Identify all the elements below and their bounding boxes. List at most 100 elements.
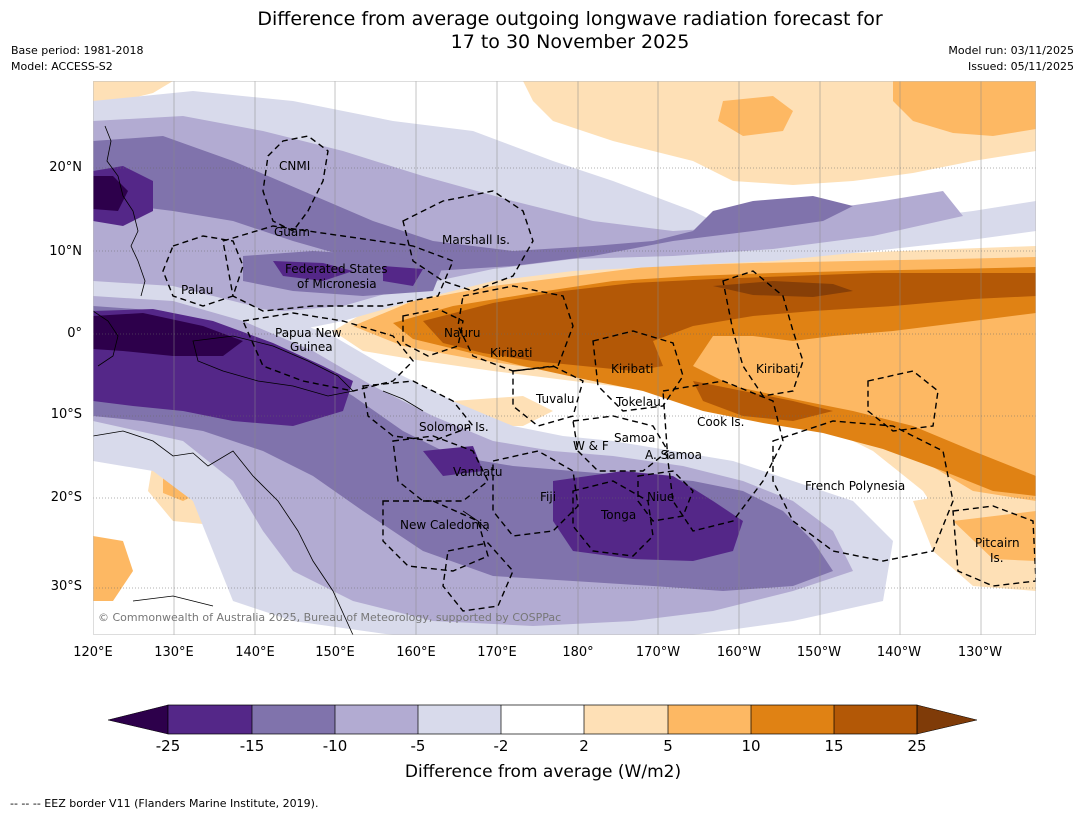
label-palau: Palau	[181, 283, 213, 297]
colorbar-bin-neg5-neg2	[418, 705, 501, 734]
field-kiribati-brown-tail	[693, 381, 833, 421]
field-ne-orange	[893, 81, 1036, 136]
field-png-darkest	[93, 313, 243, 356]
lon-tick-130w: 130°W	[957, 645, 1003, 660]
eez-pitcairn	[952, 505, 1036, 587]
lat-tick-0: 0°	[67, 326, 82, 341]
eez-kiribati-line	[722, 270, 804, 397]
lat-tick-10s: 10°S	[50, 407, 82, 422]
label-samoa: Samoa	[614, 431, 655, 445]
colorbar-bin-neg25-neg15	[168, 705, 252, 734]
eez-legend-note: -- -- -- EEZ border V11 (Flanders Marine…	[10, 797, 319, 810]
field-micronesia-dark	[273, 261, 353, 281]
model-run-date: Model run: 03/11/2025	[948, 44, 1074, 57]
coast-borneo	[93, 310, 119, 367]
eez-kermadec	[442, 542, 514, 612]
eez-fiji	[492, 450, 579, 537]
eez-cook	[662, 380, 784, 532]
olr-anomaly-map: © Commonwealth of Australia 2025, Bureau…	[93, 81, 1036, 635]
coast-philippines	[104, 125, 146, 297]
label-vanuatu: Vanuatu	[453, 465, 503, 479]
coast-australia	[93, 430, 354, 635]
label-wallis-futuna: W & F	[573, 439, 609, 453]
label-new-caledonia: New Caledonia	[400, 518, 490, 532]
eez-png	[241, 312, 414, 392]
colorbar-bin-pos2-pos5	[584, 705, 668, 734]
eez-nauru	[402, 308, 464, 357]
eez-new-caledonia	[382, 500, 489, 572]
label-fsm-line2: of Micronesia	[297, 277, 377, 291]
label-solomon-islands: Solomon Is.	[419, 420, 489, 434]
issued-date: Issued: 05/11/2025	[967, 60, 1074, 73]
lon-tick-160w: 160°W	[716, 645, 762, 660]
label-pitcairn-line1: Pitcairn	[975, 536, 1020, 550]
colorbar-tick-pos10: 10	[741, 737, 761, 755]
coast-solomons	[382, 390, 424, 412]
lon-tick-150e: 150°E	[315, 645, 355, 660]
label-nauru: Nauru	[444, 326, 480, 340]
field-se-orange	[953, 511, 1036, 561]
label-fsm-line1: Federated States	[285, 262, 387, 276]
label-cnmi: CNMI	[279, 159, 310, 173]
label-niue: Niue	[647, 490, 674, 504]
eez-marshall	[402, 190, 534, 292]
label-tuvalu: Tuvalu	[535, 392, 575, 406]
colorbar-tick-pos25: 25	[907, 737, 927, 755]
colorbar-outline	[167, 704, 918, 735]
field-ne-orange-small	[718, 96, 793, 136]
field-vanuatu-dark	[423, 446, 483, 476]
label-french-polynesia: French Polynesia	[805, 479, 905, 493]
field-south-central-dark	[553, 471, 743, 561]
copyright-notice: © Commonwealth of Australia 2025, Bureau…	[98, 611, 561, 624]
lon-tick-140e: 140°E	[235, 645, 275, 660]
lon-tick-170w: 170°W	[635, 645, 681, 660]
eez-tuvalu	[512, 365, 584, 427]
coastlines	[93, 125, 489, 635]
positive-anomaly-fields	[93, 81, 1036, 601]
colorbar	[107, 704, 978, 735]
label-kiribati-line: Kiribati	[756, 362, 798, 376]
lat-tick-10n: 10°N	[49, 244, 82, 259]
label-tonga: Tonga	[600, 508, 636, 522]
colorbar-bin-pos15-pos25	[834, 705, 917, 734]
colorbar-tick-neg15: -15	[239, 737, 265, 755]
colorbar-tick-neg25: -25	[155, 737, 181, 755]
colorbar-bin-neg15-neg10	[252, 705, 335, 734]
colorbar-tick-pos5: 5	[663, 737, 673, 755]
graticule	[93, 167, 1036, 589]
colorbar-extend-low	[107, 704, 169, 735]
label-kiribati-phoenix: Kiribati	[611, 362, 653, 376]
region-labels: CNMI Guam Marshall Is. Federated States …	[181, 159, 1020, 565]
lat-tick-20s: 20°S	[50, 490, 82, 505]
field-micronesia-dark2	[383, 266, 423, 286]
model-name: Model: ACCESS-S2	[11, 60, 113, 73]
colorbar-tick-neg5: -5	[410, 737, 426, 755]
label-cook-islands: Cook Is.	[697, 415, 744, 429]
field-north-purple	[93, 136, 853, 271]
base-period: Base period: 1981-2018	[11, 44, 144, 57]
colorbar-bin-neg2-pos2	[501, 705, 584, 734]
eez-cnmi	[262, 135, 329, 232]
colorbar-dividers	[251, 705, 835, 734]
lon-tick-130e: 130°E	[154, 645, 194, 660]
eez-french-poly	[772, 420, 954, 562]
map-frame	[93, 81, 1036, 635]
label-kiribati-gilbert: Kiribati	[490, 346, 532, 360]
colorbar-tick-pos15: 15	[824, 737, 844, 755]
colorbar-tick-neg2: -2	[493, 737, 509, 755]
eez-fsm	[222, 225, 454, 312]
field-philippines-darkest	[93, 176, 128, 211]
label-american-samoa: A. Samoa	[645, 448, 702, 462]
eez-vanuatu	[392, 435, 489, 502]
label-tokelau: Tokelau	[615, 395, 661, 409]
lon-tick-150w: 150°W	[796, 645, 842, 660]
lat-tick-30s: 30°S	[50, 579, 82, 594]
field-sw-orange-edge	[93, 536, 133, 601]
label-fiji: Fiji	[540, 490, 556, 504]
eez-samoa	[572, 415, 669, 472]
colorbar-extend-high	[916, 704, 978, 735]
label-guam: Guam	[274, 225, 310, 239]
label-pitcairn-line2: Is.	[990, 551, 1004, 565]
eez-tonga	[572, 480, 654, 557]
lon-tick-120e: 120°E	[73, 645, 113, 660]
